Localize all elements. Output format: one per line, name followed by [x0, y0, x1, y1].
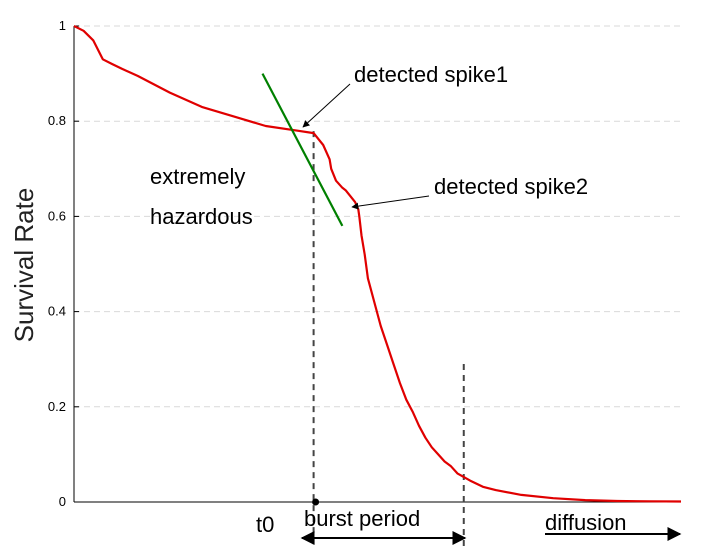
survival-curve	[73, 25, 682, 503]
t0-point	[312, 498, 320, 506]
axes	[73, 26, 681, 503]
arrow-spike2	[351, 195, 430, 210]
y-tick-label-1: 0.2	[48, 399, 66, 414]
y-tick-label-4: 0.8	[48, 113, 66, 128]
annotations	[300, 83, 682, 545]
y-tick-labels: 0 0.2 0.4 0.6 0.8 1	[48, 18, 79, 509]
y-tick-label-2: 0.4	[48, 304, 66, 319]
arrow-spike1	[302, 83, 351, 128]
annotation-spike1: detected spike1	[354, 62, 508, 87]
annotation-t0: t0	[256, 512, 274, 537]
annotation-spike2: detected spike2	[434, 174, 588, 199]
annotation-hazard-line1: extremely	[150, 164, 245, 189]
y-tick-label-5: 1	[59, 18, 66, 33]
y-axis-label: Survival Rate	[9, 188, 39, 343]
y-tick-label-0: 0	[59, 494, 66, 509]
annotation-hazard-line2: hazardous	[150, 204, 253, 229]
annotation-burst-period: burst period	[304, 506, 420, 531]
tangent-line	[261, 73, 344, 227]
grid-lines	[74, 25, 681, 408]
series-layer	[73, 25, 682, 548]
y-tick-label-3: 0.6	[48, 208, 66, 223]
annotation-diffusion: diffusion	[545, 510, 627, 535]
